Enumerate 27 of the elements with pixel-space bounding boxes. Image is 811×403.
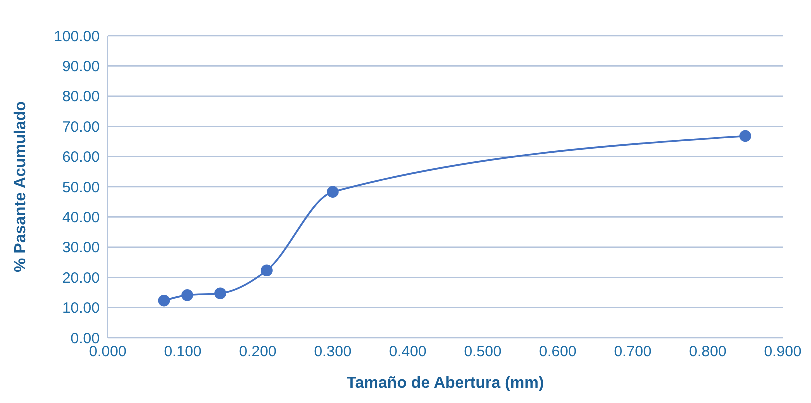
x-tick-label: 0.900 xyxy=(764,344,802,361)
x-tick-label: 0.400 xyxy=(389,344,427,361)
x-tick-label: 0.100 xyxy=(164,344,202,361)
y-tick-label: 100.00 xyxy=(54,28,100,46)
y-tick-label: 20.00 xyxy=(62,270,100,287)
point xyxy=(740,130,752,142)
y-tick-label: 80.00 xyxy=(62,88,100,106)
x-tick-label: 0.800 xyxy=(689,344,727,361)
y-axis-title: % Pasante Acumulado xyxy=(12,101,30,273)
point xyxy=(214,288,226,300)
point xyxy=(182,290,194,302)
x-tick-label: 0.200 xyxy=(239,344,277,361)
y-tick-label: 30.00 xyxy=(62,240,100,257)
x-axis-title: Tamaño de Abertura (mm) xyxy=(346,375,544,392)
x-tick-label: 0.300 xyxy=(314,344,352,361)
point xyxy=(327,186,339,198)
y-tick-label: 40.00 xyxy=(62,210,100,227)
point xyxy=(158,294,170,307)
y-tick-label: 90.00 xyxy=(62,58,100,76)
y-tick-label: 50.00 xyxy=(62,179,100,196)
y-tick-label: 10.00 xyxy=(62,300,100,318)
y-tick-label: 60.00 xyxy=(62,149,100,166)
point xyxy=(261,264,273,277)
x-tick-label: 0.500 xyxy=(464,344,502,361)
x-tick-label: 0.600 xyxy=(539,344,577,361)
x-tick-label: 0.700 xyxy=(614,344,652,361)
y-tick-label: 70.00 xyxy=(62,118,100,136)
